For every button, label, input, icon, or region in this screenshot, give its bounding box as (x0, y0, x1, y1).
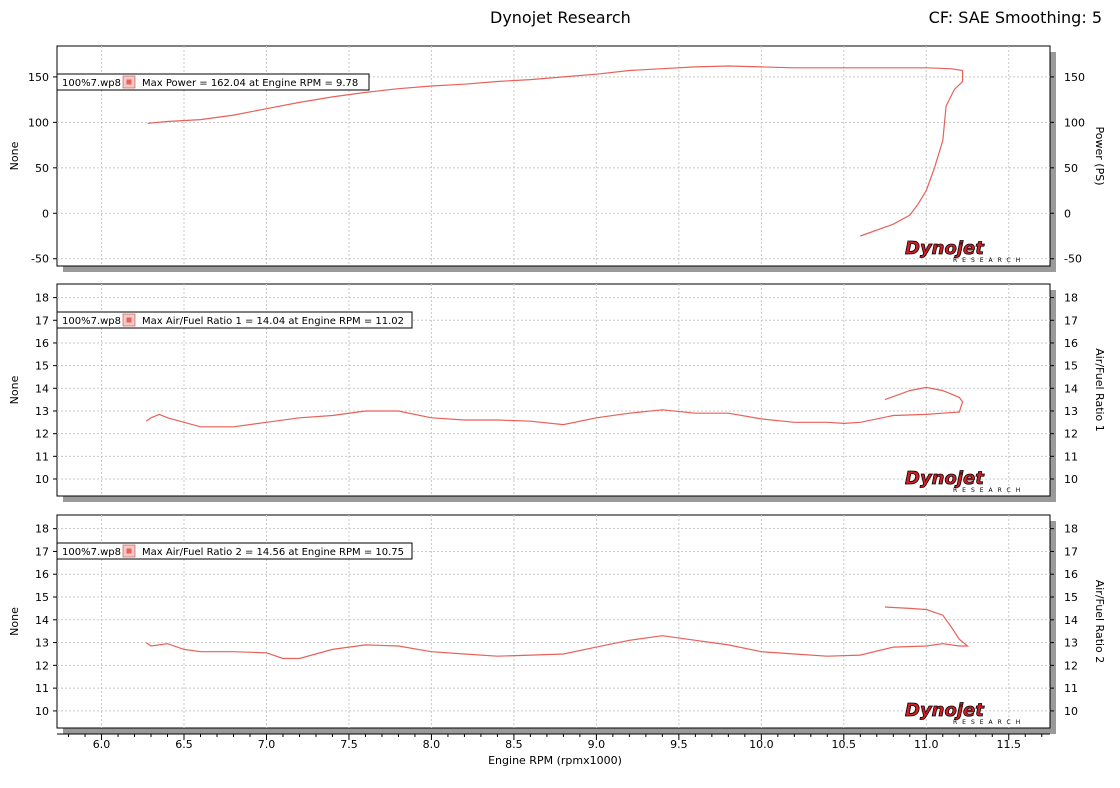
y-tick-label-right: 50 (1064, 162, 1078, 175)
x-tick-label: 11.0 (914, 738, 939, 751)
x-tick-label: 11.5 (997, 738, 1022, 751)
y-tick-label-right: 15 (1064, 591, 1078, 604)
y-tick-label-left: 15 (35, 360, 49, 373)
y-tick-label-left: 10 (35, 473, 49, 486)
y-tick-label-left: 11 (35, 682, 49, 695)
y-tick-label-right: 18 (1064, 523, 1078, 536)
x-tick-label: 10.5 (832, 738, 857, 751)
legend-text: Max Air/Fuel Ratio 2 = 14.56 at Engine R… (142, 547, 404, 558)
y-tick-label-right: 13 (1064, 405, 1078, 418)
y-axis-label-right: Air/Fuel Ratio 1 (1093, 348, 1106, 432)
legend-swatch-marker (126, 79, 132, 85)
y-tick-label-right: 11 (1064, 682, 1078, 695)
x-axis-label: Engine RPM (rpmx1000) (488, 754, 622, 767)
y-tick-label-left: 17 (35, 545, 49, 558)
x-tick-label: 9.0 (588, 738, 606, 751)
x-tick-label: 8.0 (423, 738, 441, 751)
y-tick-label-right: 0 (1064, 207, 1071, 220)
y-tick-label-left: 17 (35, 314, 49, 327)
y-tick-label-right: 14 (1064, 614, 1078, 627)
y-tick-label-left: 18 (35, 292, 49, 305)
y-tick-label-right: 11 (1064, 450, 1078, 463)
y-tick-label-right: 12 (1064, 428, 1078, 441)
legend: 100%7.wp8 Max Air/Fuel Ratio 2 = 14.56 at… (56, 542, 413, 560)
y-tick-label-right: 16 (1064, 568, 1078, 581)
y-tick-label-right: 150 (1064, 71, 1085, 84)
y-tick-label-left: 100 (28, 116, 49, 129)
legend-text: Max Power = 162.04 at Engine RPM = 9.78 (142, 78, 358, 89)
y-tick-label-right: 17 (1064, 545, 1078, 558)
series-line (145, 386, 964, 428)
panel-3: 10 10 11 11 12 12 13 13 14 14 15 15 16 16 17 17 18 18 None… (8, 514, 1106, 734)
y-tick-label-left: 13 (35, 405, 49, 418)
x-tick-label: 6.0 (93, 738, 111, 751)
y-axis-label-right: Air/Fuel Ratio 2 (1093, 580, 1106, 664)
x-tick-label: 6.5 (175, 738, 193, 751)
y-tick-label-right: 12 (1064, 659, 1078, 672)
legend-swatch-marker (126, 317, 132, 323)
x-axis: 6.0 6.5 7.0 7.5 8.0 8.5 9.0 9.5 10.0 10.5 11.0 11.5… (57, 733, 1050, 767)
x-tick-label: 8.5 (505, 738, 523, 751)
y-tick-label-left: 18 (35, 523, 49, 536)
y-tick-label-left: 0 (42, 207, 49, 220)
x-tick-label: 7.0 (258, 738, 276, 751)
y-tick-label-right: 13 (1064, 637, 1078, 650)
legend-box (56, 311, 413, 329)
panel-1: -50 -50 0 0 50 50 100 100 150 150 None Power (PS) 10… (8, 45, 1106, 272)
panel-2: 10 10 11 11 12 12 13 13 14 14 15 15 16 16 17 17 18 18 None… (8, 283, 1106, 502)
y-tick-label-left: 14 (35, 614, 49, 627)
legend: 100%7.wp8 Max Air/Fuel Ratio 1 = 14.04 at… (56, 311, 413, 329)
y-tick-label-left: 11 (35, 450, 49, 463)
y-tick-label-right: 15 (1064, 360, 1078, 373)
legend: 100%7.wp8 Max Power = 162.04 at Engine RP… (56, 73, 370, 91)
legend-text: Max Air/Fuel Ratio 1 = 14.04 at Engine R… (142, 316, 404, 327)
series-line (147, 65, 964, 237)
y-tick-label-left: 13 (35, 637, 49, 650)
logo-sub: RESEARCH (953, 719, 1025, 726)
y-tick-label-right: 100 (1064, 116, 1085, 129)
y-tick-label-left: 15 (35, 591, 49, 604)
y-tick-label-left: 150 (28, 71, 49, 84)
y-axis-label-left: None (8, 375, 21, 404)
y-tick-label-right: 16 (1064, 337, 1078, 350)
legend-file: 100%7.wp8 (62, 78, 121, 89)
y-tick-label-left: 10 (35, 705, 49, 718)
y-tick-label-right: 17 (1064, 314, 1078, 327)
logo-word: Dynojet (905, 238, 985, 259)
chart-title: Dynojet Research (490, 8, 631, 27)
y-axis-label-left: None (8, 141, 21, 170)
y-tick-label-left: 50 (35, 162, 49, 175)
y-tick-label-left: 14 (35, 382, 49, 395)
y-tick-label-left: 12 (35, 428, 49, 441)
y-axis-label-right: Power (PS) (1093, 127, 1106, 186)
logo-sub: RESEARCH (953, 257, 1025, 264)
legend-file: 100%7.wp8 (62, 547, 121, 558)
logo-sub: RESEARCH (953, 487, 1025, 494)
y-axis-label-left: None (8, 607, 21, 636)
correction-settings: CF: SAE Smoothing: 5 (928, 8, 1102, 27)
legend-box (56, 542, 413, 560)
y-tick-label-right: 14 (1064, 382, 1078, 395)
series-line (145, 606, 970, 660)
x-tick-label: 7.5 (340, 738, 358, 751)
y-tick-label-left: 16 (35, 337, 49, 350)
legend-swatch-marker (126, 548, 132, 554)
y-tick-label-left: -50 (31, 253, 49, 266)
y-tick-label-right: -50 (1064, 253, 1082, 266)
logo-word: Dynojet (905, 700, 985, 721)
y-tick-label-right: 10 (1064, 473, 1078, 486)
y-tick-label-right: 10 (1064, 705, 1078, 718)
x-tick-label: 9.5 (670, 738, 688, 751)
legend-file: 100%7.wp8 (62, 316, 121, 327)
logo-word: Dynojet (905, 468, 985, 489)
y-tick-label-left: 12 (35, 659, 49, 672)
y-tick-label-left: 16 (35, 568, 49, 581)
y-tick-label-right: 18 (1064, 292, 1078, 305)
x-tick-label: 10.0 (749, 738, 774, 751)
